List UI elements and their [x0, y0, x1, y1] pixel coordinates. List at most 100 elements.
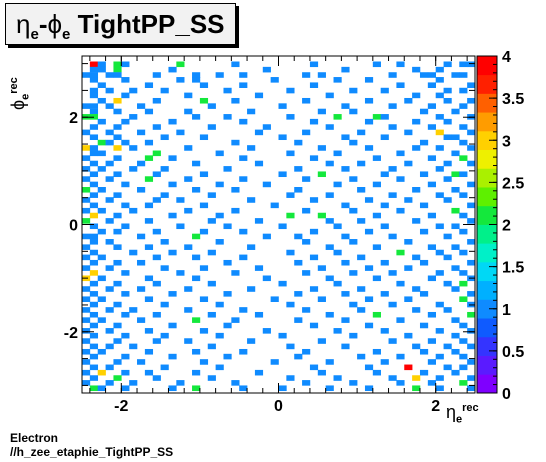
- heatmap-cell: [451, 223, 460, 230]
- heatmap-cell: [215, 332, 224, 339]
- heatmap-cell: [215, 364, 224, 371]
- heatmap-cell: [341, 233, 350, 240]
- heatmap-cell: [286, 114, 295, 120]
- heatmap-cell: [239, 176, 248, 182]
- heatmap-cell: [121, 311, 130, 318]
- heatmap-cell: [443, 233, 452, 240]
- heatmap-cell: [341, 291, 350, 297]
- heatmap-cell: [349, 380, 358, 386]
- heatmap-cell: [176, 77, 185, 83]
- heatmap-cell: [459, 353, 468, 360]
- heatmap-cell: [443, 134, 452, 141]
- heatmap-cell: [199, 228, 209, 235]
- heatmap-cell: [121, 369, 130, 376]
- heatmap-cell: [467, 343, 476, 350]
- heatmap-cell: [192, 254, 201, 261]
- heatmap-cell: [427, 275, 436, 282]
- heatmap-cell: [121, 139, 130, 146]
- heatmap-cell: [286, 192, 295, 198]
- heatmap-cell: [168, 249, 177, 256]
- palette-swatch: [477, 130, 497, 151]
- heatmap-cell: [113, 145, 122, 151]
- heatmap-cell: [97, 254, 106, 261]
- heatmap-cell: [451, 187, 460, 193]
- heatmap-cell: [82, 348, 91, 355]
- heatmap-cell: [467, 359, 476, 365]
- heatmap-cell: [302, 129, 311, 136]
- heatmap-cell: [192, 77, 201, 83]
- heatmap-cell: [380, 87, 389, 94]
- y-tick-label: 0: [69, 218, 78, 235]
- heatmap-cell: [364, 364, 374, 371]
- palette-swatch: [477, 74, 497, 94]
- heatmap-cell: [121, 353, 130, 360]
- heatmap-cell: [443, 97, 452, 104]
- heatmap-cell: [105, 160, 114, 167]
- heatmap-cell: [82, 155, 91, 161]
- axes: -2 0 2 -2 0 2: [64, 56, 475, 415]
- heatmap-cell: [231, 380, 240, 386]
- heatmap-cell: [97, 118, 106, 125]
- heatmap-cell: [419, 108, 429, 115]
- heatmap-cell: [278, 103, 287, 109]
- heatmap-cell: [97, 66, 106, 73]
- heatmap-cell: [121, 385, 130, 392]
- heatmap-cell: [144, 296, 154, 302]
- heatmap-cell: [239, 307, 248, 313]
- heatmap-cell: [113, 192, 122, 198]
- heatmap-cell: [372, 369, 381, 376]
- heatmap-cell: [199, 171, 209, 178]
- heatmap-cell: [231, 207, 240, 214]
- heatmap-cell: [113, 259, 122, 266]
- heatmap-cell: [89, 270, 99, 276]
- heatmap-cell: [349, 301, 358, 308]
- heatmap-cell: [294, 187, 303, 193]
- heatmap-cell: [254, 265, 264, 271]
- heatmap-cell: [294, 291, 303, 297]
- heatmap-cell: [451, 207, 460, 214]
- heatmap-cell: [89, 385, 99, 392]
- heatmap-cell: [247, 338, 256, 344]
- heatmap-cell: [82, 129, 91, 136]
- heatmap-cell: [137, 259, 146, 266]
- heatmap-cell: [113, 134, 122, 141]
- heatmap-cell: [144, 244, 154, 250]
- heatmap-cell: [144, 139, 154, 146]
- heatmap-cell: [223, 259, 232, 266]
- heatmap-cell: [89, 145, 99, 151]
- heatmap-cell: [168, 66, 177, 73]
- heatmap-cell: [388, 166, 397, 172]
- heatmap-cell: [89, 202, 99, 209]
- heatmap-cell: [364, 322, 374, 329]
- heatmap-cell: [364, 77, 374, 83]
- heatmap-cell: [113, 171, 122, 178]
- heatmap-cell: [113, 72, 122, 78]
- heatmap-cell: [427, 181, 436, 188]
- heatmap-cell: [427, 244, 436, 250]
- heatmap-cell: [459, 171, 468, 178]
- heatmap-cell: [97, 228, 106, 235]
- heatmap-cell: [137, 286, 146, 292]
- heatmap-cell: [380, 328, 389, 334]
- palette-swatch: [477, 168, 497, 188]
- heatmap-cell: [270, 296, 279, 302]
- heatmap-cell: [89, 108, 99, 115]
- heatmap-cell: [451, 150, 460, 157]
- heatmap-cell: [152, 150, 161, 157]
- heatmap-cell: [121, 181, 130, 188]
- heatmap-cell: [333, 150, 342, 157]
- heatmap-cell: [419, 322, 429, 329]
- heatmap-cell: [89, 103, 99, 109]
- heatmap-cell: [278, 385, 287, 392]
- heatmap-cell: [459, 296, 468, 302]
- heatmap-cell: [412, 375, 421, 381]
- heatmap-cell: [333, 249, 342, 256]
- heatmap-cell: [82, 338, 91, 344]
- heatmap-cell: [223, 291, 232, 297]
- heatmap-cell: [302, 307, 311, 313]
- heatmap-cell: [113, 322, 122, 329]
- heatmap-cell: [82, 265, 91, 271]
- heatmap-cell: [152, 375, 161, 381]
- heatmap-cell: [105, 176, 114, 182]
- heatmap-cell: [349, 176, 358, 182]
